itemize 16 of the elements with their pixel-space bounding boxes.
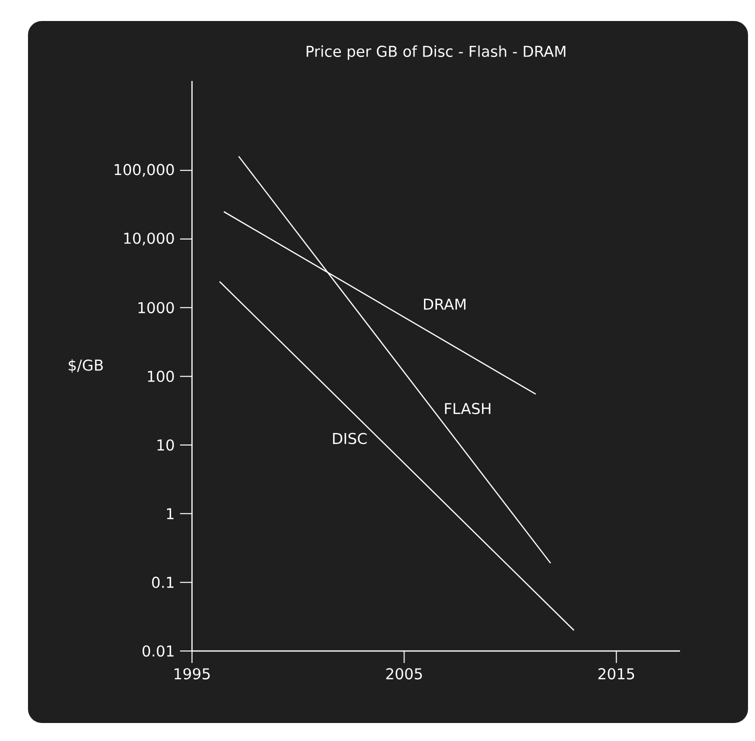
y-tick-label: 0.1	[152, 576, 174, 588]
y-tick-label: 100	[148, 370, 174, 382]
y-tick-label: 100,000	[114, 164, 174, 177]
y-tick-label: 0.01	[142, 645, 174, 657]
series-label: FLASH	[445, 402, 490, 414]
x-tick-label: 2005	[386, 668, 422, 680]
y-tick-label: 1000	[138, 302, 174, 314]
series-label: DRAM	[424, 298, 466, 310]
y-tick-label: 1	[167, 508, 174, 520]
chart-title: Price per GB of Disc - Flash - DRAM	[306, 45, 566, 60]
y-axis-title: $/GB	[68, 359, 103, 373]
series-label: DISC	[333, 432, 367, 444]
y-tick-label: 10	[158, 439, 174, 451]
x-tick-label: 2015	[598, 668, 634, 680]
y-tick-label: 10,000	[124, 232, 174, 246]
x-tick-label: 1995	[174, 668, 210, 680]
